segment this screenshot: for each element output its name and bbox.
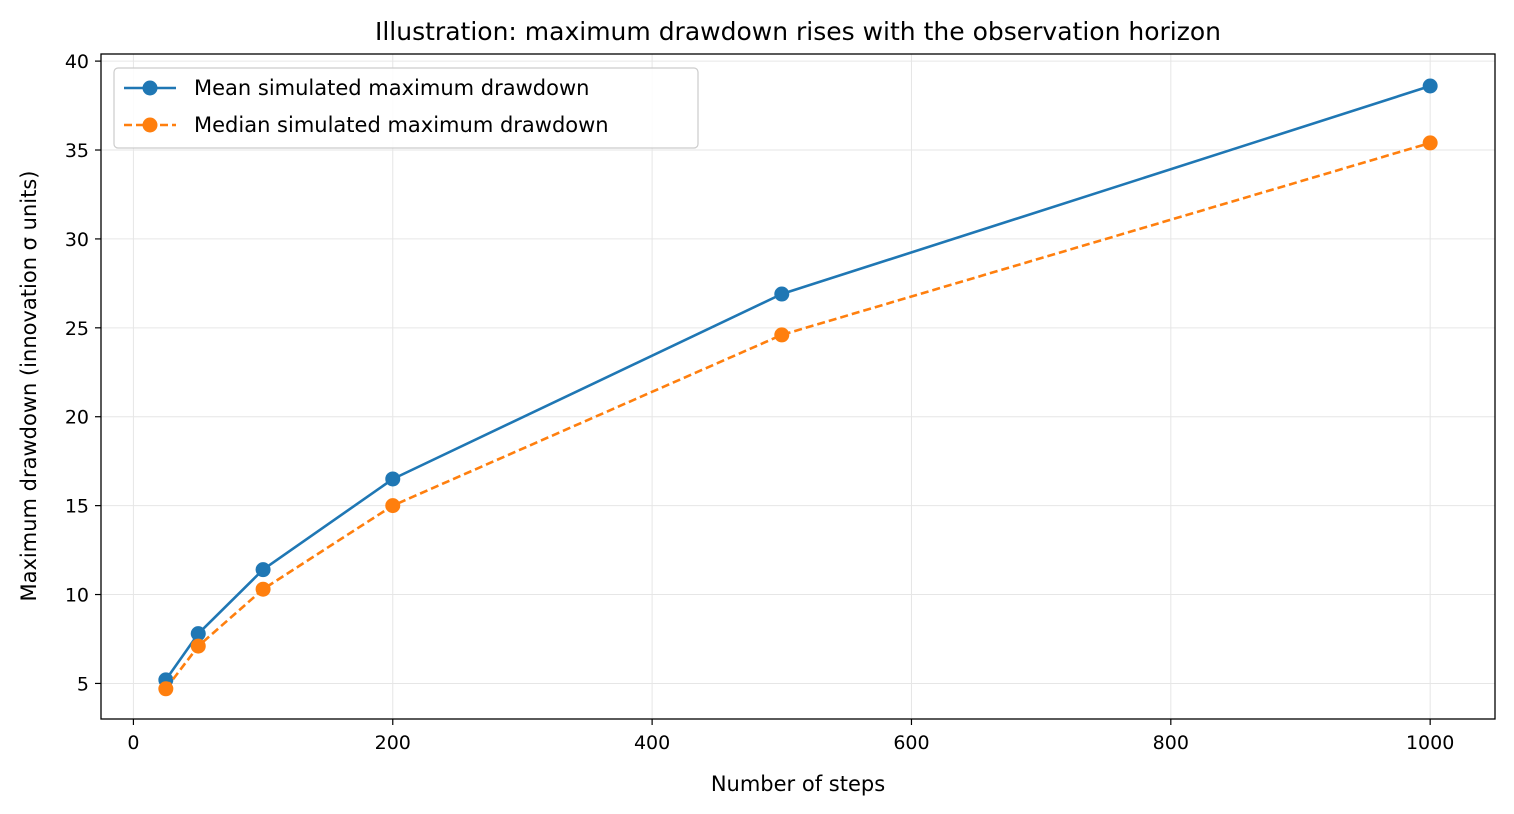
y-tick-label: 10 (65, 585, 89, 607)
data-point-median (190, 638, 206, 654)
y-tick-label: 30 (65, 229, 89, 251)
x-tick-label: 200 (375, 732, 411, 754)
data-point-median (255, 581, 271, 597)
data-point-mean (385, 471, 401, 487)
x-tick-label: 400 (634, 732, 670, 754)
legend-label-median: Median simulated maximum drawdown (194, 113, 609, 137)
y-axis-label: Maximum drawdown (innovation σ units) (17, 171, 41, 602)
legend-label-mean: Mean simulated maximum drawdown (194, 76, 589, 100)
series-line-median (164, 141, 1431, 690)
chart-title: Illustration: maximum drawdown rises wit… (375, 17, 1221, 46)
y-tick-label: 40 (65, 51, 89, 73)
y-tick-label: 15 (65, 496, 89, 518)
data-point-median (385, 498, 401, 514)
y-tick-label: 5 (77, 673, 89, 695)
x-tick-label: 0 (127, 732, 139, 754)
legend: Mean simulated maximum drawdown Median s… (113, 67, 699, 149)
plot-frame (100, 53, 1496, 720)
data-point-mean (190, 626, 206, 642)
x-axis-label: Number of steps (711, 772, 885, 796)
y-tick-label: 25 (65, 318, 89, 340)
data-point-mean (774, 286, 790, 302)
data-point-mean (255, 562, 271, 578)
y-tick-label: 35 (65, 140, 89, 162)
y-tick-label: 20 (65, 407, 89, 429)
grid-layer (101, 54, 1495, 719)
x-tick-label: 600 (893, 732, 929, 754)
legend-swatch-mean-marker (142, 80, 158, 96)
x-tick-label: 800 (1153, 732, 1189, 754)
data-point-median (1422, 135, 1438, 151)
legend-box (113, 67, 699, 149)
x-tick-label: 1000 (1406, 732, 1454, 754)
ticks-layer: 0 200 400 600 800 1000 5 10 15 20 25 30 35 40 (65, 51, 1455, 754)
data-point-median (774, 327, 790, 343)
legend-swatch-median-marker (142, 117, 158, 133)
data-point-median (158, 681, 174, 697)
data-point-mean (1422, 78, 1438, 94)
series-layer (158, 78, 1438, 697)
